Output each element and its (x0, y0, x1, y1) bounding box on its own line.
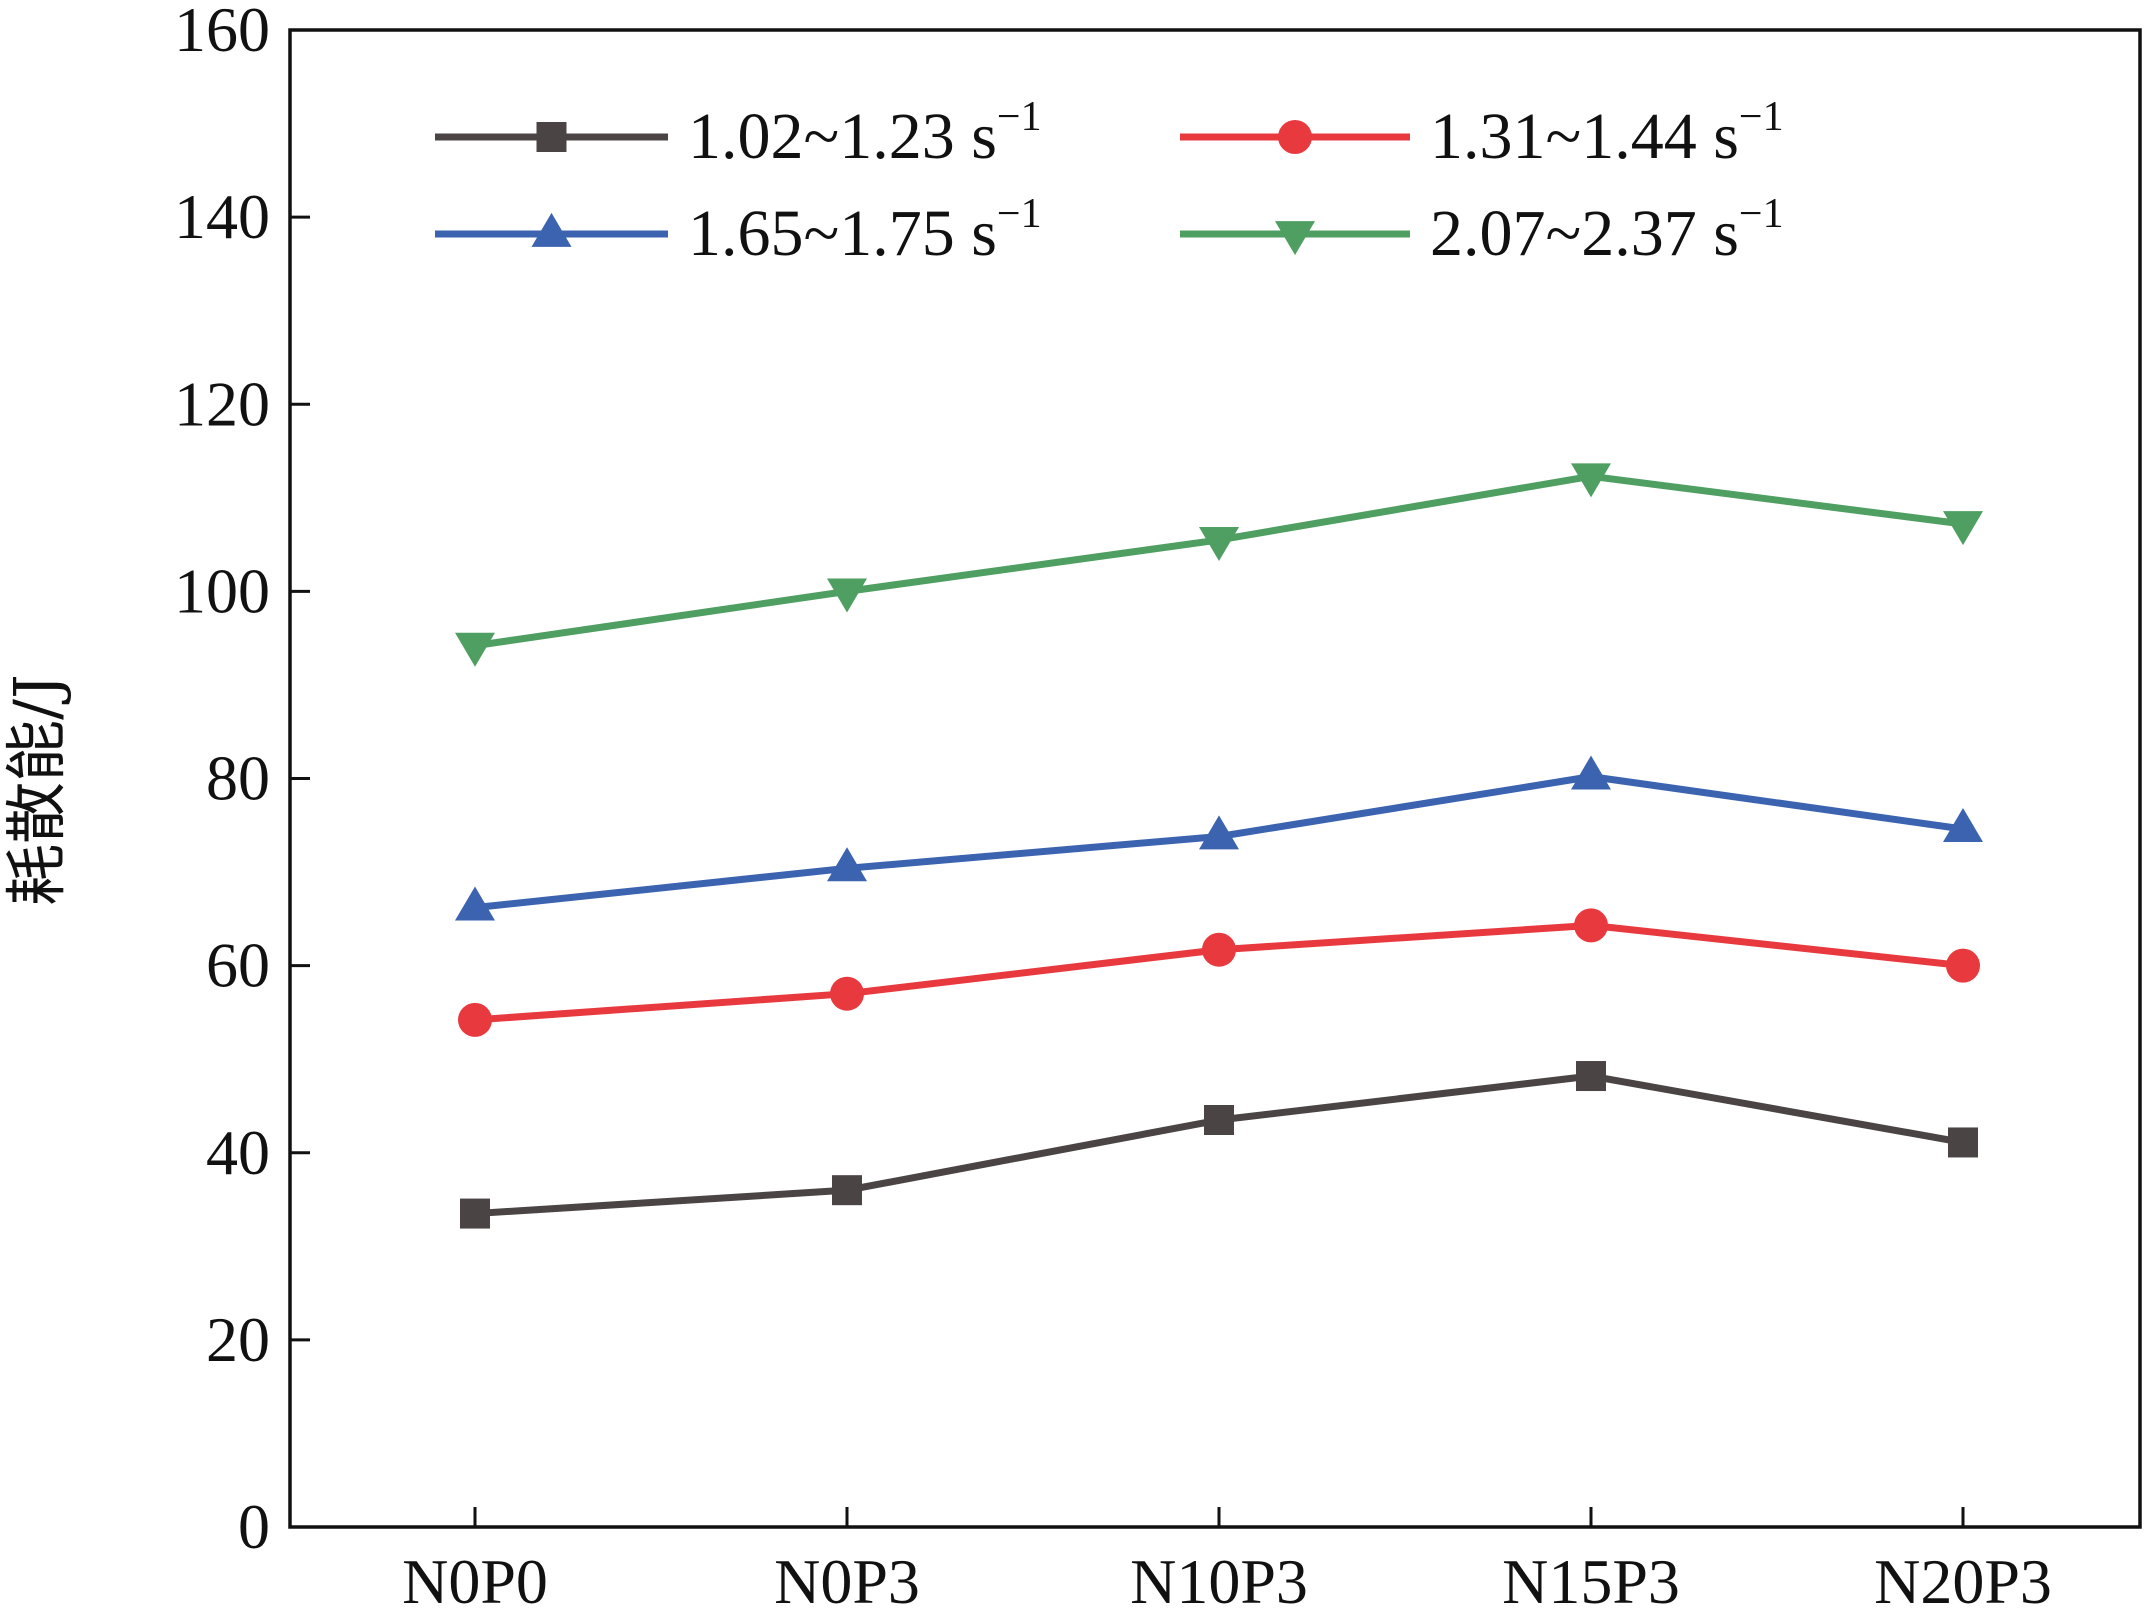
data-point (1946, 948, 1980, 983)
legend-marker (1275, 221, 1315, 256)
legend-label: 1.65~1.75 s−1 (688, 191, 1042, 270)
data-point (1574, 908, 1608, 943)
data-point (1948, 1127, 1978, 1158)
y-tick-label: 140 (174, 181, 270, 252)
legend-label: 2.07~2.37 s−1 (1430, 191, 1784, 270)
data-point (1204, 1105, 1234, 1136)
legend-label-text: 1.65~1.75 s (688, 197, 997, 270)
series-4 (455, 463, 1983, 667)
legend-marker (536, 122, 567, 152)
data-point (1202, 932, 1236, 967)
data-point (1199, 815, 1239, 850)
data-point (832, 1175, 862, 1206)
data-point (827, 578, 867, 613)
plot-frame (288, 28, 2142, 1529)
x-tick-label: N20P3 (1874, 1546, 2052, 1617)
series-layer (455, 463, 1983, 1229)
y-tick-label: 120 (174, 368, 270, 439)
legend-label-superscript: −1 (1739, 191, 1784, 237)
x-tick-label: N0P0 (402, 1546, 548, 1617)
y-tick-label: 20 (206, 1304, 270, 1375)
legend-label-superscript: −1 (1739, 94, 1784, 140)
data-point (1571, 755, 1611, 790)
data-point (1576, 1061, 1606, 1092)
data-point (1199, 526, 1239, 561)
data-point (827, 847, 867, 882)
y-axis-title: 耗散能/J (0, 674, 73, 906)
data-point (455, 886, 495, 921)
data-point (1571, 463, 1611, 498)
series-1 (460, 1061, 1978, 1229)
legend-marker (1278, 120, 1312, 154)
x-tick-label: N15P3 (1502, 1546, 1680, 1617)
y-tick-label: 0 (238, 1491, 270, 1562)
y-tick-label: 60 (206, 930, 270, 1001)
series-2 (458, 908, 1980, 1037)
y-tick-label: 100 (174, 555, 270, 626)
legend-label-superscript: −1 (997, 191, 1042, 237)
x-tick-label: N10P3 (1130, 1546, 1308, 1617)
legend-item: 2.07~2.37 s−1 (1180, 191, 1784, 270)
data-point (830, 976, 864, 1011)
y-tick-label: 40 (206, 1117, 270, 1188)
legend-marker (531, 212, 572, 247)
data-point (1943, 807, 1983, 842)
series-line (474, 1072, 1964, 1218)
series-3 (455, 755, 1983, 921)
data-point (455, 632, 495, 667)
legend-item: 1.02~1.23 s−1 (435, 94, 1042, 173)
data-point (1943, 511, 1983, 546)
data-point (460, 1198, 490, 1229)
legend-label: 1.02~1.23 s−1 (688, 94, 1042, 173)
axes: 0 20 40 60 80 100 120 140 160 N0P0 N0P3 N10P3 N15P3 N… (174, 0, 2142, 1617)
legend: 1.02~1.23 s−1 1.31~1.44 s−11.65~1.75 s−1 2… (435, 94, 1784, 270)
legend-label-text: 1.02~1.23 s (688, 100, 997, 173)
y-tick-label: 80 (206, 743, 270, 814)
legend-label-text: 1.31~1.44 s (1430, 100, 1739, 173)
y-tick-label: 160 (174, 0, 270, 65)
legend-label-text: 2.07~2.37 s (1430, 197, 1739, 270)
data-point (458, 1002, 492, 1037)
legend-label-superscript: −1 (997, 94, 1042, 140)
legend-item: 1.31~1.44 s−1 (1180, 94, 1784, 173)
legend-item: 1.65~1.75 s−1 (435, 191, 1042, 270)
legend-label: 1.31~1.44 s−1 (1430, 94, 1784, 173)
x-tick-label: N0P3 (774, 1546, 920, 1617)
